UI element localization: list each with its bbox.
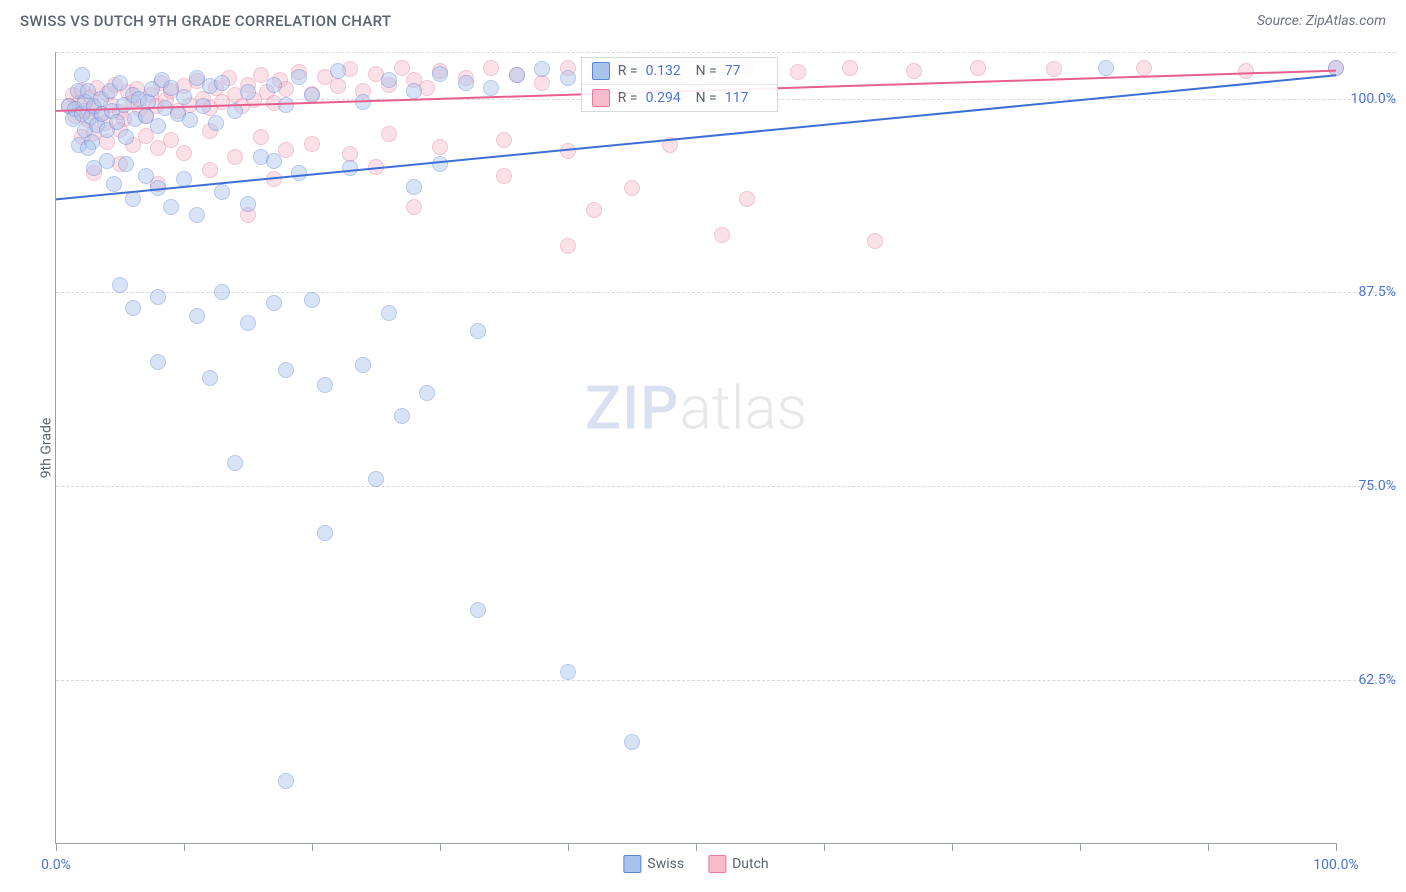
x-tick [184, 843, 185, 851]
x-tick [568, 843, 569, 851]
x-tick-label: 0.0% [41, 857, 71, 873]
r-label: R = [618, 63, 638, 79]
dutch-swatch-icon [708, 855, 726, 873]
n-label: N = [696, 90, 717, 106]
dutch-label: Dutch [732, 856, 769, 872]
legend-row-swiss: R = 0.132 N = 77 [582, 58, 777, 85]
chart-title: SWISS VS DUTCH 9TH GRADE CORRELATION CHA… [20, 12, 391, 30]
legend-item-dutch: Dutch [708, 855, 769, 873]
swiss-swatch-icon [623, 855, 641, 873]
y-tick-label: 75.0% [1341, 478, 1396, 494]
x-tick [1336, 843, 1337, 851]
swiss-n-value: 77 [725, 63, 767, 79]
x-tick [824, 843, 825, 851]
legend-row-dutch: R = 0.294 N = 117 [582, 85, 777, 111]
swiss-label: Swiss [647, 856, 684, 872]
x-tick [56, 843, 57, 851]
x-tick [440, 843, 441, 851]
swiss-swatch-icon [592, 62, 610, 80]
x-tick [1080, 843, 1081, 851]
source-label: Source: ZipAtlas.com [1257, 13, 1386, 29]
y-axis-label: 9th Grade [38, 417, 54, 478]
y-tick-label: 100.0% [1341, 91, 1396, 107]
trend-lines [56, 52, 1336, 843]
n-label: N = [696, 63, 717, 79]
y-tick-label: 87.5% [1341, 284, 1396, 300]
swiss-r-value: 0.132 [646, 63, 688, 79]
series-legend: Swiss Dutch [623, 855, 768, 873]
x-tick [312, 843, 313, 851]
x-tick-label: 100.0% [1313, 857, 1358, 873]
chart-area: 9th Grade 62.5%75.0%87.5%100.0%0.0%100.0… [55, 52, 1336, 844]
dutch-n-value: 117 [725, 90, 767, 106]
r-label: R = [618, 90, 638, 106]
dutch-r-value: 0.294 [646, 90, 688, 106]
dutch-swatch-icon [592, 89, 610, 107]
x-tick [952, 843, 953, 851]
y-tick-label: 62.5% [1341, 672, 1396, 688]
stats-legend: R = 0.132 N = 77 R = 0.294 N = 117 [581, 57, 778, 112]
legend-item-swiss: Swiss [623, 855, 684, 873]
x-tick [696, 843, 697, 851]
x-tick [1208, 843, 1209, 851]
